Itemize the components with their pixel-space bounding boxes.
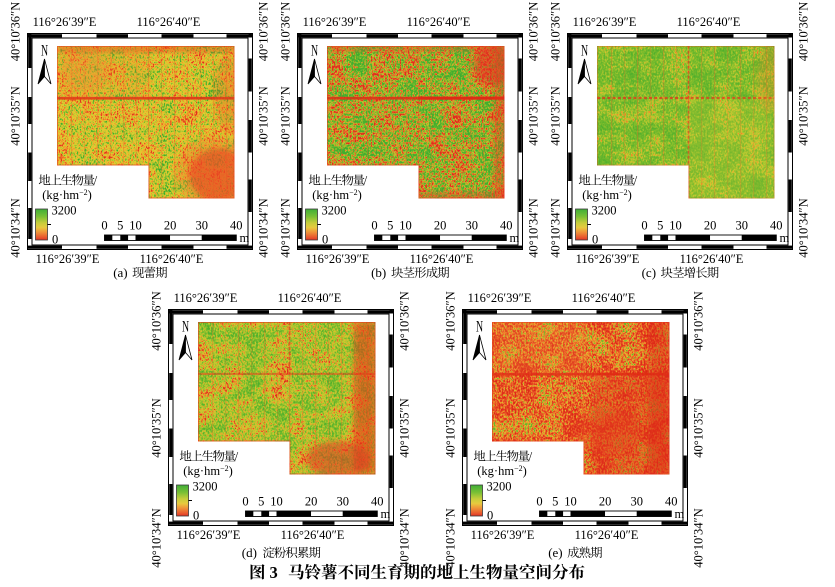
- svg-text:(b): (b): [371, 265, 386, 280]
- svg-text:(c): (c): [642, 265, 656, 280]
- svg-text:3: 3: [270, 563, 278, 582]
- svg-text:(a): (a): [113, 265, 127, 280]
- svg-text:(d): (d): [242, 545, 257, 560]
- svg-text:(e): (e): [548, 545, 562, 560]
